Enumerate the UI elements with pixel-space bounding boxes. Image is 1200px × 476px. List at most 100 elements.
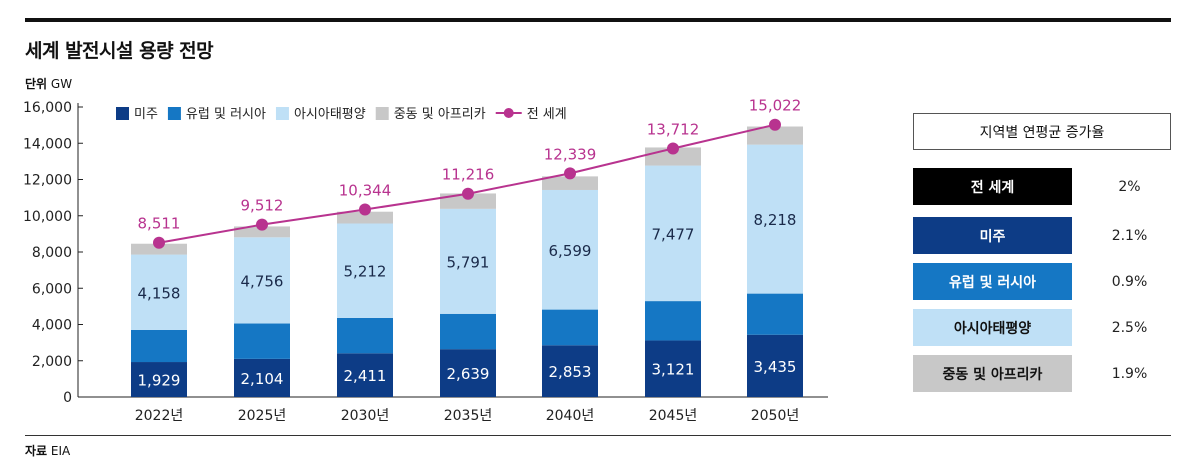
bar-value-label: 1,929	[138, 372, 181, 390]
y-tick-label: 4,000	[32, 318, 72, 334]
region-label-world: 전 세계	[913, 168, 1072, 205]
legend-swatch-1	[116, 107, 129, 120]
world-total-label: 13,712	[647, 120, 700, 138]
region-rate-americas: 2.1%	[1111, 227, 1148, 244]
world-total-label: 11,216	[442, 166, 495, 184]
bar-value-label: 4,158	[138, 284, 181, 302]
x-tick-label: 2040년	[546, 408, 595, 424]
bar-value-label: 3,121	[652, 361, 695, 379]
bar-segment-4	[337, 211, 393, 224]
unit-key: 단위	[25, 77, 48, 91]
bar-segment-1	[645, 340, 701, 397]
y-tick-label: 10,000	[23, 209, 72, 225]
bottom-rule	[25, 435, 1171, 436]
region-row-europe-russia: 유럽 및 러시아 0.9%	[913, 263, 1171, 300]
bar-segment-4	[131, 243, 187, 255]
world-total-point	[153, 236, 165, 249]
top-rule	[25, 18, 1171, 22]
region-label-americas: 미주	[913, 217, 1072, 254]
bar-value-label: 6,599	[549, 242, 592, 260]
region-rate-asia-pacific: 2.5%	[1111, 319, 1148, 336]
x-tick-label: 2025년	[238, 408, 287, 424]
world-total-point	[359, 203, 371, 216]
y-tick-label: 14,000	[23, 136, 72, 152]
bar-segment-2	[234, 323, 290, 359]
region-row-middle-east-africa: 중동 및 아프리카 1.9%	[913, 355, 1171, 392]
y-tick-label: 6,000	[32, 281, 72, 297]
world-total-point	[564, 167, 576, 180]
bar-value-label: 2,853	[549, 363, 592, 381]
bar-value-label: 2,104	[241, 370, 284, 388]
region-label-asia-pacific: 아시아태평양	[913, 309, 1072, 346]
bar-segment-3	[234, 237, 290, 324]
region-rate-middle-east-africa: 1.9%	[1111, 365, 1148, 382]
bar-value-label: 2,639	[447, 365, 490, 383]
x-tick-label: 2045년	[649, 408, 698, 424]
bar-segment-3	[747, 144, 803, 294]
x-tick-label: 2022년	[135, 408, 184, 424]
chart-title: 세계 발전시설 용량 전망	[25, 40, 214, 62]
bar-segment-2	[645, 301, 701, 341]
bar-segment-3	[440, 208, 496, 314]
y-tick-label: 12,000	[23, 173, 72, 189]
legend-line-marker	[503, 108, 514, 118]
region-rate-europe-russia: 0.9%	[1111, 273, 1148, 290]
bar-value-label: 7,477	[652, 225, 695, 243]
bar-segment-2	[542, 309, 598, 346]
y-tick-label: 0	[63, 390, 72, 406]
world-total-point	[256, 218, 268, 231]
bar-segment-4	[542, 176, 598, 190]
bar-segment-3	[131, 254, 187, 330]
bar-segment-1	[131, 362, 187, 397]
world-total-point	[462, 187, 474, 200]
bar-value-label: 2,411	[344, 367, 387, 385]
x-tick-label: 2050년	[751, 408, 800, 424]
legend-swatch-4	[375, 107, 389, 120]
legend-label: 유럽 및 러시아	[186, 107, 266, 122]
bar-value-label: 4,756	[241, 272, 284, 290]
legend-label: 미주	[134, 107, 158, 122]
bar-value-label: 8,218	[754, 211, 797, 229]
bar-segment-3	[645, 165, 701, 302]
world-total-label: 12,339	[544, 145, 597, 163]
bar-segment-2	[131, 329, 187, 363]
bar-segment-3	[337, 223, 393, 318]
region-row-world: 전 세계 2%	[913, 168, 1171, 205]
bar-segment-4	[747, 126, 803, 145]
world-total-label: 9,512	[241, 197, 284, 215]
bar-segment-2	[337, 317, 393, 354]
side-panel-title: 지역별 연평균 증가율	[913, 113, 1171, 150]
source-note: 자료 EIA	[25, 442, 70, 459]
world-total-point	[769, 118, 781, 131]
y-tick-label: 8,000	[32, 245, 72, 261]
bar-segment-4	[440, 193, 496, 209]
region-rate-world: 2%	[1118, 178, 1141, 195]
bar-value-label: 3,435	[754, 358, 797, 376]
world-total-label: 15,022	[749, 97, 802, 115]
bar-segment-2	[747, 293, 803, 335]
bar-segment-2	[440, 313, 496, 350]
bar-segment-1	[337, 353, 393, 397]
y-tick-label: 16,000	[23, 100, 72, 116]
x-tick-label: 2030년	[341, 408, 390, 424]
bar-value-label: 5,791	[447, 253, 490, 271]
bar-segment-1	[234, 358, 290, 397]
region-label-middle-east-africa: 중동 및 아프리카	[913, 355, 1072, 392]
legend-label: 아시아태평양	[294, 107, 366, 122]
legend-label: 전 세계	[527, 107, 567, 122]
world-total-label: 10,344	[339, 182, 392, 200]
legend-label: 중동 및 아프리카	[394, 107, 486, 122]
bar-segment-1	[440, 349, 496, 397]
y-tick-label: 2,000	[32, 354, 72, 370]
bar-segment-1	[747, 334, 803, 397]
world-total-label: 8,511	[138, 215, 181, 233]
unit-label: 단위 GW	[25, 75, 72, 92]
source-value: EIA	[50, 444, 71, 458]
legend-swatch-2	[167, 107, 181, 120]
bar-value-label: 5,212	[344, 263, 387, 281]
source-key: 자료	[25, 444, 48, 458]
world-total-point	[667, 142, 679, 155]
x-tick-label: 2035년	[444, 408, 493, 424]
bar-segment-1	[542, 345, 598, 397]
legend-swatch-3	[275, 107, 289, 120]
